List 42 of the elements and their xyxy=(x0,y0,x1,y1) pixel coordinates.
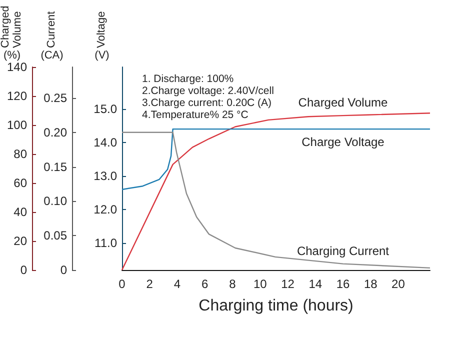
y-tick-label: 12.0 xyxy=(94,202,118,217)
x-tick-label: 8 xyxy=(229,277,236,291)
series-label: Charge Voltage xyxy=(302,135,385,150)
y2-tick-label: 0.05 xyxy=(44,228,68,243)
line-series xyxy=(121,128,431,190)
y2-tick-label: 0.10 xyxy=(44,194,68,208)
y-tick-label: 14.0 xyxy=(94,135,118,150)
y3-tick-label: 120 xyxy=(6,89,28,103)
y2-tick-label: 0.15 xyxy=(44,160,68,174)
x-tick-label: 0 xyxy=(118,277,126,291)
y2-axis-title: Current (CA) xyxy=(40,11,64,62)
x-tick-label: 14 xyxy=(308,277,322,291)
x-tick-label: 4 xyxy=(174,277,181,291)
y3-tick-label: 140 xyxy=(6,60,28,74)
x-tick-label: 10 xyxy=(253,277,268,291)
y3-tick-label: 0 xyxy=(20,263,28,277)
x-tick-label: 6 xyxy=(202,277,209,291)
y2-tick-label: 0.25 xyxy=(44,90,68,105)
y2-tick-label: 0.20 xyxy=(44,125,68,140)
y3-tick-label: 60 xyxy=(14,176,28,190)
y-tick-label: 13.0 xyxy=(94,169,118,184)
y3-axis-title: Charged Volume (%) xyxy=(0,6,24,62)
annotation: 1. Discharge: 100% xyxy=(142,73,234,85)
y-tick-label: 15.0 xyxy=(94,102,118,116)
annotation: 4.Temperature% 25 °C xyxy=(142,109,249,121)
annotation: 2.Charge voltage: 2.40V/cell xyxy=(142,85,274,97)
y3-tick-label: 80 xyxy=(14,147,28,161)
y3-tick-label: 20 xyxy=(14,234,28,248)
y3-tick-label: 100 xyxy=(6,118,28,132)
x-tick-label: 12 xyxy=(281,277,295,291)
series-label: Charging Current xyxy=(296,244,390,258)
y-axis-title: Voltage (V) xyxy=(94,11,110,62)
y-tick-label: 11.0 xyxy=(94,236,118,250)
x-tick-label: 16 xyxy=(336,277,350,291)
x-tick-label: 20 xyxy=(392,277,406,291)
series-label: Charged Volume xyxy=(298,96,388,110)
x-tick-label: 18 xyxy=(364,277,378,291)
y2-tick-label: 0 xyxy=(60,263,68,277)
x-tick-label: 2 xyxy=(146,277,154,291)
annotation: 3.Charge current: 0.20C (A) xyxy=(142,97,272,109)
x-axis-title: Charging time (hours) xyxy=(198,298,354,314)
y3-tick-label: 40 xyxy=(14,205,28,219)
